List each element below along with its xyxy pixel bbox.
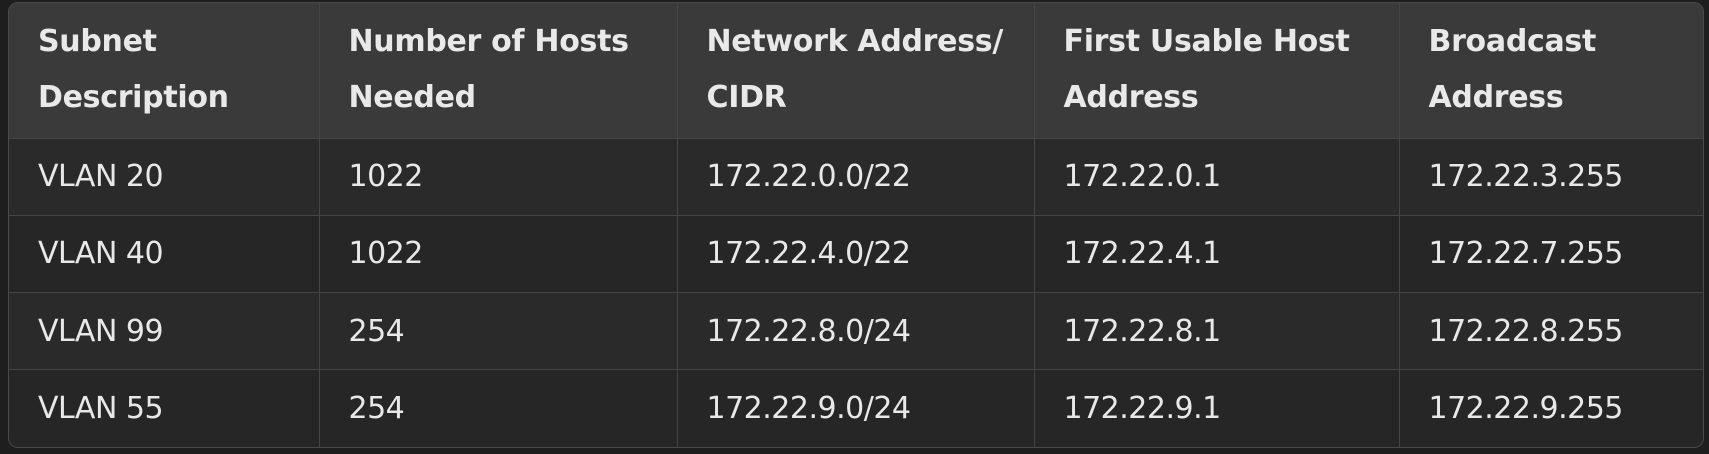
cell-network-address: 172.22.4.0/22 xyxy=(677,215,1035,294)
table-row: VLAN 20 1022 172.22.0.0/22 172.22.0.1 17… xyxy=(9,138,1703,216)
cell-broadcast-address: 172.22.3.255 xyxy=(1399,138,1703,216)
cell-first-usable-host: 172.22.8.1 xyxy=(1034,292,1400,371)
table-row: VLAN 55 254 172.22.9.0/24 172.22.9.1 172… xyxy=(9,369,1703,447)
cell-subnet-description: VLAN 20 xyxy=(9,138,320,216)
table-row: VLAN 40 1022 172.22.4.0/22 172.22.4.1 17… xyxy=(9,215,1703,294)
column-header-first-usable-host: First Usable Host Address xyxy=(1034,3,1400,139)
cell-network-address: 172.22.0.0/22 xyxy=(677,138,1035,216)
header-row: Subnet Description Number of Hosts Neede… xyxy=(9,3,1703,139)
cell-network-address: 172.22.9.0/24 xyxy=(677,369,1035,447)
cell-subnet-description: VLAN 40 xyxy=(9,215,320,294)
subnet-table: Subnet Description Number of Hosts Neede… xyxy=(9,3,1703,447)
table-header: Subnet Description Number of Hosts Neede… xyxy=(9,3,1703,139)
table-row: VLAN 99 254 172.22.8.0/24 172.22.8.1 172… xyxy=(9,292,1703,371)
cell-hosts-needed: 1022 xyxy=(319,215,678,294)
cell-hosts-needed: 254 xyxy=(319,292,678,371)
column-header-broadcast-address: Broadcast Address xyxy=(1399,3,1703,139)
cell-subnet-description: VLAN 55 xyxy=(9,369,320,447)
cell-hosts-needed: 1022 xyxy=(319,138,678,216)
cell-first-usable-host: 172.22.9.1 xyxy=(1034,369,1400,447)
cell-first-usable-host: 172.22.4.1 xyxy=(1034,215,1400,294)
cell-broadcast-address: 172.22.7.255 xyxy=(1399,215,1703,294)
cell-first-usable-host: 172.22.0.1 xyxy=(1034,138,1400,216)
table-body: VLAN 20 1022 172.22.0.0/22 172.22.0.1 17… xyxy=(9,138,1703,447)
cell-broadcast-address: 172.22.8.255 xyxy=(1399,292,1703,371)
column-header-hosts-needed: Number of Hosts Needed xyxy=(319,3,678,139)
cell-network-address: 172.22.8.0/24 xyxy=(677,292,1035,371)
cell-broadcast-address: 172.22.9.255 xyxy=(1428,391,1624,427)
column-header-network-address: Network Address/ CIDR xyxy=(677,3,1035,139)
subnet-table-container: Subnet Description Number of Hosts Neede… xyxy=(8,2,1704,448)
cell-hosts-needed: 254 xyxy=(319,369,678,447)
column-header-subnet-description: Subnet Description xyxy=(9,3,320,139)
cell-subnet-description: VLAN 99 xyxy=(9,292,320,371)
